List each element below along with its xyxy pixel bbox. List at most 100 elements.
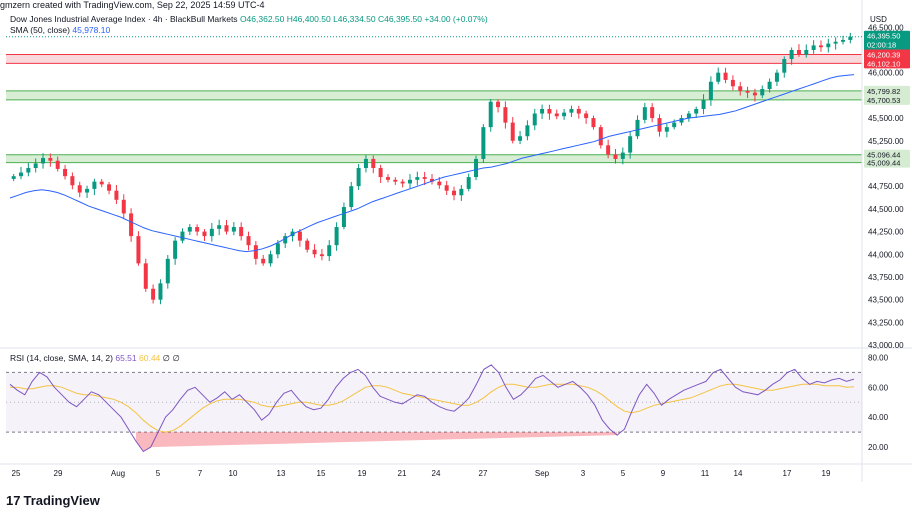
candle-body [129, 213, 134, 237]
candle-body [217, 225, 222, 229]
candle-body [231, 227, 236, 232]
candle-body [70, 176, 75, 186]
time-tick-label: 13 [277, 469, 286, 478]
price-tag-support [864, 85, 910, 96]
tradingview-logo[interactable]: 17 TradingView [6, 493, 100, 508]
chart-canvas[interactable]: 46,500.0046,250.0046,000.0045,750.0045,5… [0, 0, 912, 493]
main-legend: Dow Jones Industrial Average Index · 4h … [10, 14, 488, 24]
author-credit: gmzern created with TradingView.com, Sep… [0, 0, 265, 10]
candle-body [275, 243, 280, 255]
candle-body [818, 45, 823, 48]
candle-body [363, 158, 368, 169]
candle-body [422, 177, 427, 179]
support-zone [6, 90, 862, 100]
candle-body [598, 127, 603, 146]
candle-body [716, 72, 721, 82]
candle-body [407, 179, 412, 184]
candle-body [437, 181, 442, 186]
rsi-legend: RSI (14, close, SMA, 14, 2) 65.51 60.44 … [10, 353, 180, 364]
price-tag-value: 45,799.82 [867, 87, 900, 96]
candle-body [576, 108, 581, 114]
time-tick-label: Sep [535, 469, 550, 478]
price-tag-support [864, 149, 910, 160]
candle-body [672, 122, 677, 128]
candle-body [694, 108, 699, 114]
candle-body [474, 158, 479, 178]
candle-body [606, 145, 611, 155]
candle-body [848, 36, 853, 40]
time-tick-label: 5 [621, 469, 626, 478]
candle-body [635, 119, 640, 137]
time-tick-label: 9 [661, 469, 666, 478]
time-tick-label: 25 [12, 469, 21, 478]
time-tick-label: 24 [432, 469, 441, 478]
rsi-line [9, 364, 855, 453]
price-tick-label: 43,250.00 [868, 318, 904, 327]
open-value: O46,362.50 [239, 14, 285, 24]
candle-body [708, 81, 713, 100]
support-zone [6, 154, 862, 163]
candle-body [99, 181, 104, 185]
candle-body [642, 107, 647, 120]
candle-body [158, 283, 163, 300]
price-tag-value: 45,700.53 [867, 96, 900, 105]
candle-body [371, 158, 376, 169]
candle-body [224, 225, 229, 232]
price-tick-label: 44,000.00 [868, 250, 904, 259]
grid-lines [0, 0, 912, 482]
candle-body [268, 254, 273, 264]
price-tick-label: 45,500.00 [868, 114, 904, 123]
candle-body [26, 168, 31, 173]
candle-body [444, 185, 449, 191]
price-tick-label: 43,750.00 [868, 273, 904, 282]
candle-body [173, 240, 178, 259]
candle-body [452, 190, 457, 196]
candle-body [187, 227, 192, 232]
rsi-ma-line [10, 383, 855, 433]
candle-body [723, 72, 728, 80]
candle-body [628, 136, 633, 153]
price-tick-label: 46,000.00 [868, 69, 904, 78]
price-tag-value: 45,096.44 [867, 151, 900, 160]
candle-body [349, 186, 354, 208]
candle-body [305, 240, 310, 250]
candle-body [481, 127, 486, 159]
candle-body [540, 108, 545, 114]
sma-label: SMA (50, close) [10, 25, 70, 35]
candle-body [246, 236, 251, 246]
candle-body [760, 89, 765, 96]
time-tick-label: 11 [701, 469, 710, 478]
time-tick-label: Aug [111, 469, 125, 478]
rsi-ma-value: 60.44 [139, 353, 161, 363]
price-tick-label: 44,250.00 [868, 228, 904, 237]
candlestick-series [6, 32, 862, 305]
time-tick-label: 27 [479, 469, 488, 478]
symbol-name: Dow Jones Industrial Average Index · 4h … [10, 14, 238, 24]
candle-body [525, 125, 530, 137]
price-tag-support [864, 94, 910, 105]
candle-body [650, 107, 655, 119]
rsi-tick-label: 80.00 [868, 353, 889, 362]
candle-body [209, 228, 214, 237]
time-tick-label: 15 [317, 469, 326, 478]
candle-body [327, 245, 332, 257]
rsi-value: 65.51 [115, 353, 137, 363]
candle-body [745, 90, 750, 93]
price-tag-value: 46,200.39 [867, 50, 900, 59]
candle-body [107, 184, 112, 191]
candle-body [143, 263, 148, 289]
price-tag-resistance [864, 49, 910, 60]
candle-body [569, 108, 574, 113]
candle-body [385, 177, 390, 180]
candle-body [459, 188, 464, 196]
high-value: H46,400.50 [286, 14, 331, 24]
candle-body [415, 177, 420, 180]
candle-body [180, 231, 185, 241]
price-tick-label: 44,500.00 [868, 205, 904, 214]
price-tick-label: 44,750.00 [868, 182, 904, 191]
candle-body [796, 49, 801, 55]
candle-body [701, 99, 706, 109]
price-tick-label: 46,500.00 [868, 23, 904, 32]
candle-body [664, 127, 669, 132]
